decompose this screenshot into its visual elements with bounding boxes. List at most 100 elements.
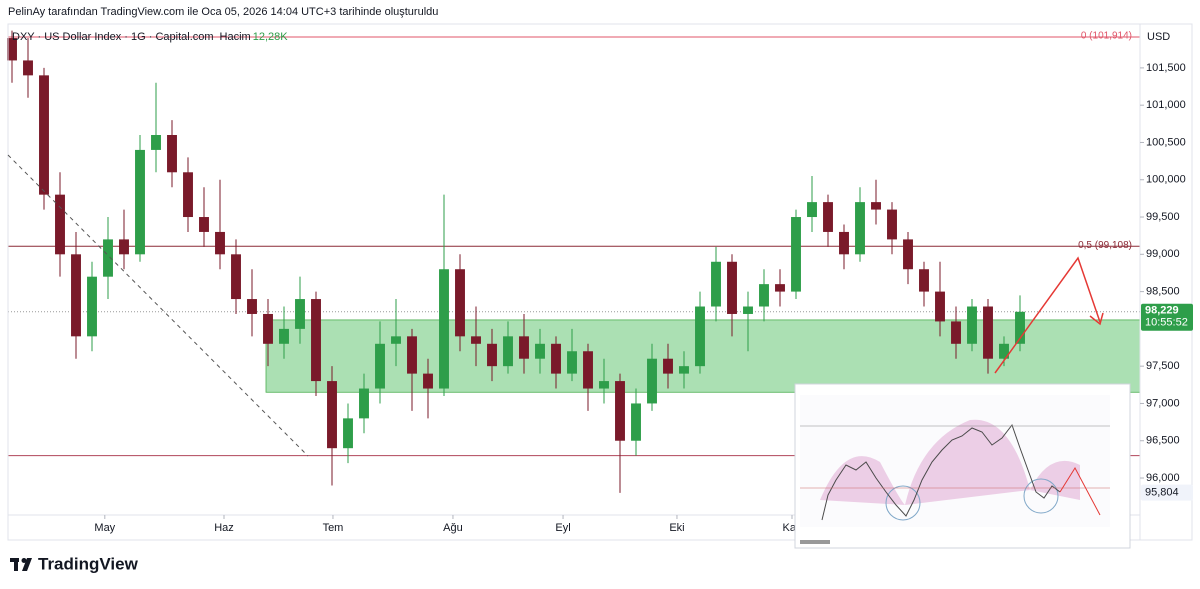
candle-body bbox=[327, 381, 337, 449]
inset-price bbox=[821, 423, 1061, 521]
candle-body bbox=[807, 202, 817, 218]
candle-body bbox=[759, 284, 769, 307]
logo-part bbox=[22, 558, 32, 571]
inset-shape bbox=[905, 419, 1030, 505]
x-tick-label: May bbox=[94, 522, 115, 534]
y-tick-label: 97,000 bbox=[1146, 397, 1180, 409]
x-tick-label: Haz bbox=[214, 522, 234, 534]
candle-body bbox=[727, 261, 737, 314]
candle-body bbox=[343, 418, 353, 449]
candle-body bbox=[167, 135, 177, 173]
last-price-box bbox=[1141, 303, 1193, 331]
inset-image bbox=[794, 383, 1131, 549]
candle-body bbox=[263, 313, 273, 344]
candle-body bbox=[663, 358, 673, 374]
inset-arrow bbox=[1059, 467, 1101, 516]
axes: 101,500 101,000 100,500 100,000 99,500 99,000… bbox=[94, 62, 1185, 534]
candle-body bbox=[215, 231, 225, 255]
candle-body bbox=[7, 38, 17, 61]
candle-body bbox=[967, 306, 977, 344]
candle-body bbox=[423, 373, 433, 389]
candle-body bbox=[903, 239, 913, 270]
candle-body bbox=[311, 299, 321, 382]
price-marker-label: 95,804 bbox=[1145, 487, 1179, 499]
candle-body bbox=[887, 209, 897, 240]
y-tick-label: 97,500 bbox=[1146, 360, 1180, 372]
candle-body bbox=[391, 336, 401, 344]
y-tick-label: 101,500 bbox=[1146, 62, 1186, 74]
candle-body bbox=[295, 299, 305, 329]
candle-body bbox=[679, 366, 689, 374]
level-label: 0,5 (99,108) bbox=[1078, 240, 1132, 251]
candle-body bbox=[791, 217, 801, 292]
candle-body bbox=[407, 336, 417, 374]
candle-body bbox=[519, 336, 529, 359]
x-tick-label: Eki bbox=[669, 522, 684, 534]
currency: USD bbox=[1147, 31, 1170, 43]
candle-body bbox=[871, 202, 881, 210]
candle-body bbox=[647, 358, 657, 404]
y-tick-label: 101,000 bbox=[1146, 99, 1186, 111]
candle-body bbox=[439, 269, 449, 389]
candle-body bbox=[487, 343, 497, 367]
level-label: 0 (101,914) bbox=[1081, 31, 1132, 42]
y-tick-label: 100,500 bbox=[1146, 136, 1186, 148]
candle-body bbox=[247, 299, 257, 314]
inset-circle bbox=[1023, 478, 1059, 514]
candle-body bbox=[55, 194, 65, 255]
x-tick-label: Tem bbox=[323, 522, 344, 534]
candle-body bbox=[503, 336, 513, 367]
arrow-head bbox=[1089, 312, 1104, 326]
countdown: 10:55:52 bbox=[1145, 317, 1188, 329]
y-tick-label: 99,000 bbox=[1146, 248, 1180, 260]
candle-body bbox=[455, 269, 465, 337]
price-marker-box bbox=[1141, 484, 1193, 501]
brand-logo: TradingView bbox=[10, 554, 139, 573]
trend-line bbox=[7, 154, 309, 457]
candle-body bbox=[983, 306, 993, 359]
y-tick-label: 98,500 bbox=[1146, 286, 1180, 298]
candle-body bbox=[551, 343, 561, 374]
candle-body bbox=[695, 306, 705, 367]
candle-body bbox=[999, 343, 1009, 359]
candle-body bbox=[359, 388, 369, 419]
brand: TradingView bbox=[38, 554, 139, 573]
header: PelinAy tarafından TradingView.com ile O… bbox=[8, 6, 438, 18]
candle-body bbox=[935, 291, 945, 322]
logo-part bbox=[21, 558, 27, 563]
candle-body bbox=[87, 276, 97, 337]
candle-body bbox=[919, 269, 929, 292]
candle-body bbox=[599, 381, 609, 389]
candle-body bbox=[39, 75, 49, 195]
candle-body bbox=[583, 351, 593, 389]
y-tick-label: 96,500 bbox=[1146, 435, 1180, 447]
candle-body bbox=[567, 351, 577, 374]
volume-label: Hacim bbox=[220, 31, 251, 43]
y-tick-label: 96,000 bbox=[1146, 472, 1180, 484]
y-tick-label: 100,000 bbox=[1146, 174, 1186, 186]
symbol: DXY · US Dollar Index · 1G · Capital.com bbox=[12, 31, 214, 43]
frame bbox=[7, 23, 1193, 541]
candle-body bbox=[839, 231, 849, 255]
inset-logo bbox=[800, 540, 830, 544]
inset-circle bbox=[885, 485, 921, 521]
candle-body bbox=[855, 202, 865, 255]
candle-body bbox=[1015, 311, 1025, 344]
y-tick-label: 99,500 bbox=[1146, 211, 1180, 223]
candle-body bbox=[775, 284, 785, 292]
candle-body bbox=[119, 239, 129, 255]
candle-body bbox=[631, 403, 641, 441]
projection-arrow bbox=[994, 256, 1101, 374]
x-tick-label: Eyl bbox=[555, 522, 570, 534]
candle-body bbox=[743, 306, 753, 314]
candle-body bbox=[199, 217, 209, 232]
volume-value: 12,28K bbox=[253, 31, 289, 43]
candle-body bbox=[71, 254, 81, 337]
inset-shape bbox=[820, 456, 905, 505]
candle-body bbox=[103, 239, 113, 277]
plot-area: 0 (101,914) 0,5 (99,108) bbox=[7, 30, 1141, 493]
candle-body bbox=[151, 135, 161, 150]
candle-body bbox=[711, 261, 721, 307]
